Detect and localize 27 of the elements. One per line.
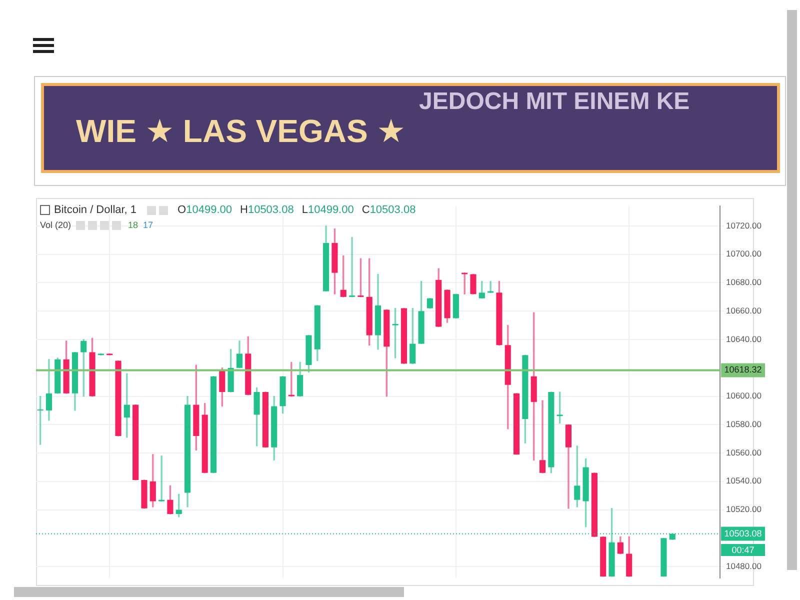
annotation: C10503.08 <box>362 204 416 216</box>
y-tick-label: 10480.00 <box>726 560 762 571</box>
candlestick <box>158 456 165 502</box>
y-tick-label: 10640.00 <box>726 334 762 344</box>
advert-banner: JEDOCH MIT EINEM KE WIE ★ LAS VEGAS ★ <box>41 83 780 173</box>
y-tick-label: 10520.00 <box>726 504 762 514</box>
y-tick-label: 10660.00 <box>726 305 762 316</box>
annotation: Vol (20) <box>40 220 72 230</box>
y-tick-label: 10560.00 <box>726 447 762 458</box>
y-tick-label: 10540.00 <box>726 476 762 486</box>
annotation: O10499.00 <box>178 204 232 216</box>
candlestick <box>539 400 546 474</box>
annotation: 18 <box>128 220 138 230</box>
ref-line-label: 10618.32 <box>724 364 762 375</box>
annotation: L10499.00 <box>302 204 354 216</box>
y-tick-label: 10720.00 <box>726 220 762 230</box>
chart-title: Bitcoin / Dollar, 1 <box>54 204 137 216</box>
text: 00:47 <box>721 544 765 556</box>
candlestick <box>488 280 494 293</box>
y-tick-label: 10580.00 <box>726 418 762 429</box>
annotation: H10503.08 <box>240 204 294 216</box>
y-tick-label: 10680.00 <box>726 277 762 288</box>
annotation: 17 <box>143 220 154 230</box>
y-tick-label: 10700.00 <box>726 248 762 259</box>
ref-line-label: 10503.08 <box>724 528 762 538</box>
y-tick-label: 10600.00 <box>726 390 762 401</box>
candlestick <box>348 236 356 298</box>
